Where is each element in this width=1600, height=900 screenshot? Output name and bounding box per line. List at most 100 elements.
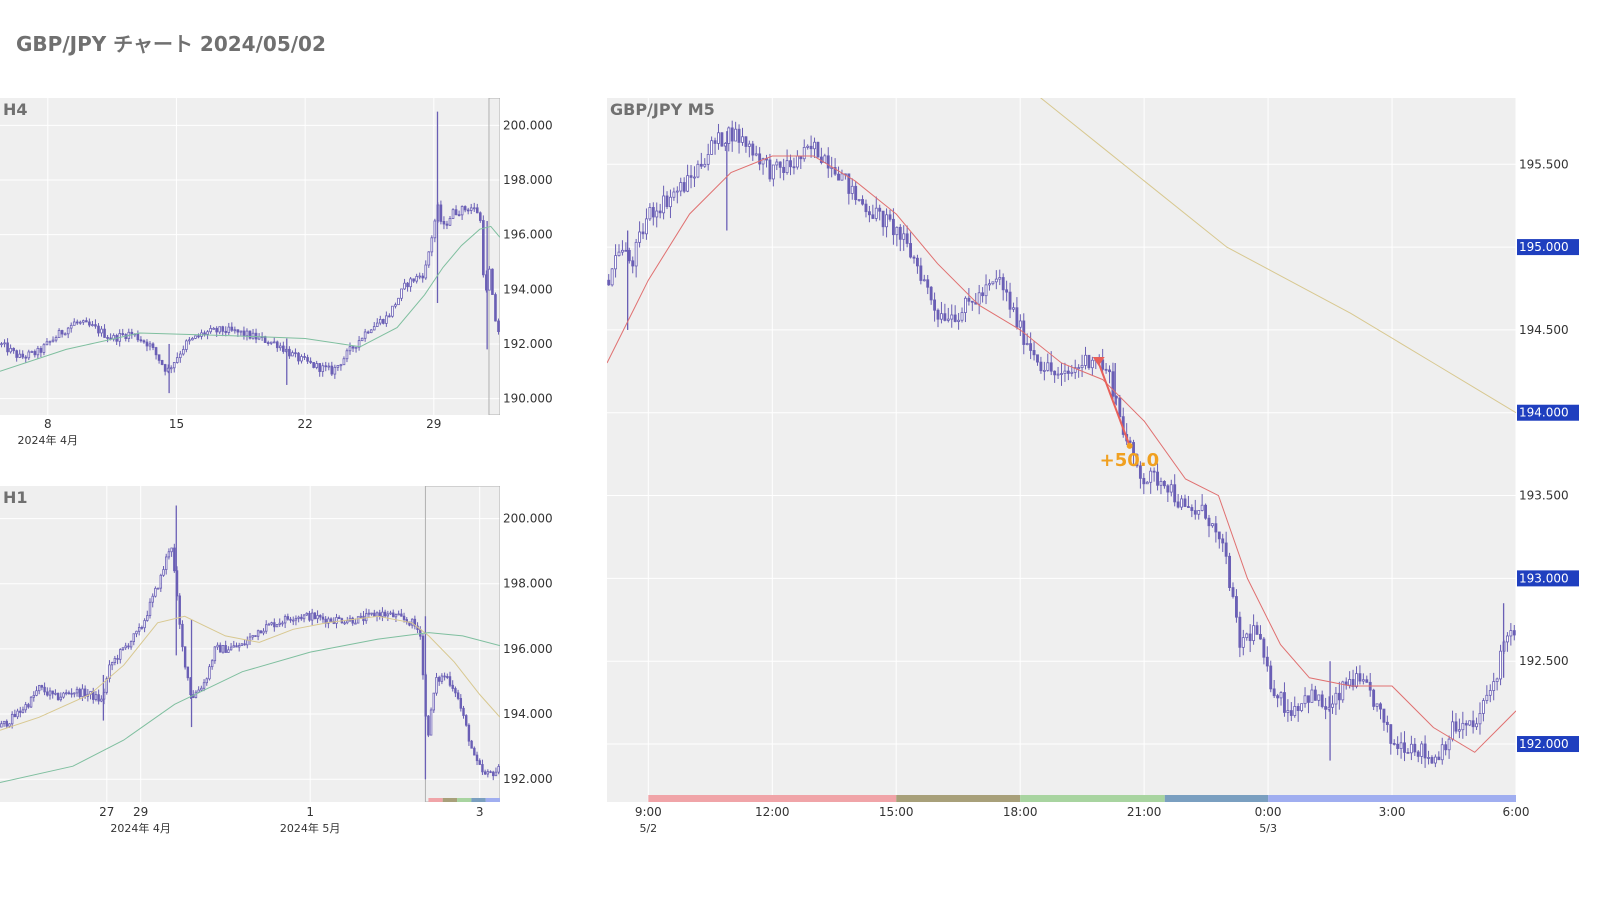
h1-candle-body <box>178 595 181 625</box>
h1-candle-body <box>154 587 157 597</box>
h1-candle-body <box>13 713 17 718</box>
m5-candle-body <box>1433 756 1437 764</box>
m5-price-badge-label: 195.000 <box>1519 240 1569 254</box>
h1-candle-body <box>302 614 306 620</box>
h4-candle-body <box>6 342 9 353</box>
m5-candle-body <box>1207 517 1211 527</box>
h4-candle-body <box>69 324 73 329</box>
h4-candle-body <box>185 340 188 350</box>
h4-candle-body <box>42 344 46 353</box>
m5-candle-body <box>1193 510 1197 515</box>
h1-chart: H1 200.000 198.000 196.000 194.000 192.000 27 2… <box>0 486 553 835</box>
h4-candle-body <box>306 357 309 362</box>
h1-candle-body <box>256 630 260 637</box>
h1-candle-body <box>335 617 338 624</box>
m5-candle-body <box>696 163 700 178</box>
m5-candle-body <box>1090 359 1094 369</box>
m5-candle-body <box>1313 689 1317 701</box>
m5-candle-body <box>813 141 816 150</box>
m5-candle-body <box>970 300 974 303</box>
h1-candle-body <box>283 616 287 624</box>
h1-candle-body <box>124 645 127 649</box>
m5-candle-body <box>1118 397 1122 418</box>
m5-candle-body <box>1303 695 1307 705</box>
m5-candle-body <box>686 175 690 192</box>
h1-y-tick-label: 192.000 <box>503 772 553 786</box>
h4-candle-body <box>403 282 406 290</box>
h4-candle-body <box>230 326 234 331</box>
m5-candle-body <box>1077 367 1081 370</box>
m5-candle-body <box>861 199 864 205</box>
h1-candle-body <box>432 692 435 711</box>
m5-candle-body <box>1149 470 1153 483</box>
m5-candle-body <box>1348 679 1352 686</box>
h1-x-tick-label: 3 <box>476 805 484 819</box>
m5-candle-body <box>1279 692 1283 699</box>
h4-y-tick-label: 198.000 <box>503 173 553 187</box>
m5-candle-body <box>754 153 758 156</box>
m5-candle-body <box>1169 484 1173 493</box>
h4-candle-body <box>318 363 322 372</box>
h4-candle-body <box>439 204 443 222</box>
h4-candle-body <box>100 328 103 334</box>
h1-candle-body <box>183 646 187 668</box>
h1-candle-body <box>470 740 473 749</box>
m5-candle-body <box>1416 751 1420 757</box>
h1-candle-body <box>181 623 184 648</box>
m5-candle-body <box>1365 679 1369 683</box>
m5-candle-body <box>782 166 786 173</box>
h1-candle-body <box>308 612 311 621</box>
h1-candle-body <box>156 587 160 590</box>
h4-candle-body <box>409 278 412 288</box>
h4-candle-body <box>400 288 403 299</box>
m5-session-band <box>648 795 897 802</box>
m5-candle-body <box>727 127 731 144</box>
h1-candle-body <box>240 643 244 646</box>
h4-candle-body <box>30 351 34 353</box>
h4-x-tick-label: 22 <box>298 417 313 431</box>
h1-candle-body <box>19 710 22 713</box>
m5-candle-body <box>1385 721 1389 726</box>
h4-candle-body <box>136 333 140 341</box>
m5-price-badge-label: 193.000 <box>1519 571 1569 585</box>
m5-candle-body <box>1039 361 1043 372</box>
h1-candle-body <box>54 692 57 695</box>
h4-candle-body <box>339 364 343 367</box>
h4-candle-body <box>85 320 88 323</box>
m5-candle-body <box>902 233 906 240</box>
m5-candle-body <box>669 196 672 208</box>
h1-candle-body <box>440 675 444 682</box>
m5-candle-body <box>1066 370 1070 374</box>
h4-candle-body <box>303 356 306 358</box>
h4-candle-body <box>27 351 31 359</box>
m5-candle-body <box>1471 720 1475 728</box>
m5-candle-body <box>1492 681 1496 691</box>
h4-candle-body <box>394 304 397 307</box>
m5-candle-body <box>957 319 961 322</box>
h4-candle-body <box>309 360 312 363</box>
h1-candle-body <box>237 645 241 648</box>
h1-candle-body <box>29 696 33 708</box>
h4-candle-body <box>433 220 437 239</box>
h1-y-tick-label: 194.000 <box>503 707 553 721</box>
h4-candle-body <box>88 321 91 326</box>
m5-candle-body <box>1451 721 1454 740</box>
h4-candle-body <box>148 343 152 347</box>
h1-candle-body <box>327 618 330 624</box>
h4-candle-body <box>324 365 328 368</box>
m5-candle-body <box>1042 369 1046 372</box>
h4-candle-body <box>297 352 300 362</box>
m5-candle-body <box>775 161 779 166</box>
m5-candle-body <box>1005 289 1009 293</box>
h4-candle-body <box>245 330 249 337</box>
h1-candle-body <box>210 660 214 668</box>
h1-candle-body <box>343 622 346 625</box>
h4-candle-body <box>221 326 225 332</box>
m5-x-tick-label: 6:00 <box>1503 805 1530 819</box>
m5-candle-body <box>1029 343 1033 351</box>
m5-candle-body <box>1396 743 1400 749</box>
h4-candle-body <box>482 220 485 276</box>
h4-x-tick-label: 8 <box>44 417 52 431</box>
h1-candle-body <box>119 649 122 660</box>
